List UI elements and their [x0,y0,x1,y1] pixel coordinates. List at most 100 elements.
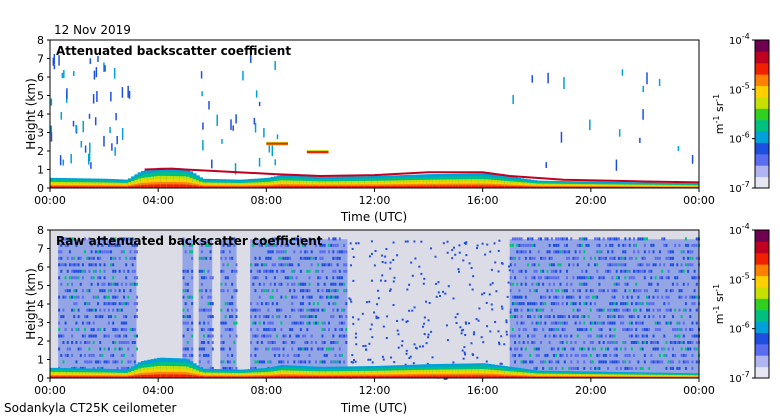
noise-speck [527,237,530,241]
noise-speck [203,334,206,338]
noise-speck [315,321,318,325]
noise-speck [186,347,189,351]
noise-speck [648,366,651,370]
echo-mark [263,128,265,138]
noise-speck [548,366,551,370]
noise-speck [184,282,187,286]
noise-speck [669,321,672,325]
noise-speck [637,321,640,325]
noise-speck [544,353,547,357]
noise-speck [353,359,356,362]
noise-speck [472,354,475,357]
noise-speck [350,361,353,364]
noise-speck [131,263,134,267]
noise-speck [120,360,123,364]
noise-speck [639,237,642,241]
noise-speck [133,341,136,344]
noise-speck [112,302,115,306]
noise-speck [518,256,521,260]
boundary-layer-band [293,185,298,188]
noise-speck [587,347,590,351]
noise-speck [617,282,620,286]
noise-speck [476,356,479,359]
noise-speck [676,334,679,338]
noise-speck [598,353,601,357]
noise-speck [550,321,553,325]
x-tick-label: 16:00 [467,384,499,397]
noise-speck [452,246,455,249]
colorbar-segment [755,108,769,121]
noise-speck [643,237,646,241]
noise-speck [351,361,354,364]
noise-speck [529,302,532,306]
noise-speck [652,243,655,247]
noise-speck [652,341,655,344]
noise-speck [321,328,324,332]
noise-speck [73,289,76,293]
noise-speck [628,276,631,280]
boundary-layer-band [124,186,129,188]
noise-speck [343,360,346,364]
boundary-layer-band [452,185,457,188]
noise-speck [527,334,530,338]
noise-speck [64,276,67,280]
noise-speck [639,308,642,312]
noise-speck [537,237,540,241]
boundary-layer-band [114,186,119,188]
colorbar-segment [755,298,769,311]
noise-speck [125,315,128,319]
noise-speck [184,289,187,293]
noise-speck [340,250,343,254]
noise-speck [643,243,646,247]
noise-speck [561,341,564,344]
noise-speck [639,263,642,267]
noise-speck [600,321,603,325]
noise-speck [542,256,545,260]
noise-speck [576,353,579,357]
noise-speck [81,289,84,293]
noise-speck [71,308,74,312]
noise-speck [565,237,568,241]
noise-speck [423,333,426,336]
noise-speck [90,360,93,364]
noise-speck [369,328,372,331]
noise-speck [110,302,113,306]
noise-speck [332,295,335,299]
noise-speck [273,282,276,286]
y-tick-label: 1 [37,164,44,177]
noise-speck [598,360,601,364]
unit-base: sr [713,101,726,115]
echo-mark [639,137,641,143]
noise-speck [302,360,305,364]
noise-speck [354,332,357,335]
noise-speck [317,276,320,280]
noise-speck [641,366,644,370]
noise-speck [509,347,512,351]
noise-speck [75,295,78,299]
boundary-layer-band [416,185,421,188]
noise-speck [689,295,692,299]
noise-speck [110,237,113,241]
noise-speck [64,289,67,293]
echo-mark [116,136,118,145]
noise-speck [524,295,527,299]
noise-speck [671,289,674,293]
noise-speck [611,308,614,312]
noise-speck [123,295,126,299]
noise-speck [84,353,87,357]
noise-speck [291,341,294,344]
noise-speck [689,328,692,332]
boundary-layer-band [79,186,83,188]
noise-speck [617,243,620,247]
noise-speck [637,302,640,306]
colorbar-segment [755,355,769,368]
noise-speck [561,250,564,254]
noise-speck [628,256,631,260]
noise-speck [325,347,328,351]
noise-speck [518,302,521,306]
boundary-layer-band [455,185,460,188]
noise-speck [565,341,568,344]
boundary-layer-band [630,376,635,378]
boundary-layer-band [371,375,375,378]
noise-speck [203,256,206,260]
